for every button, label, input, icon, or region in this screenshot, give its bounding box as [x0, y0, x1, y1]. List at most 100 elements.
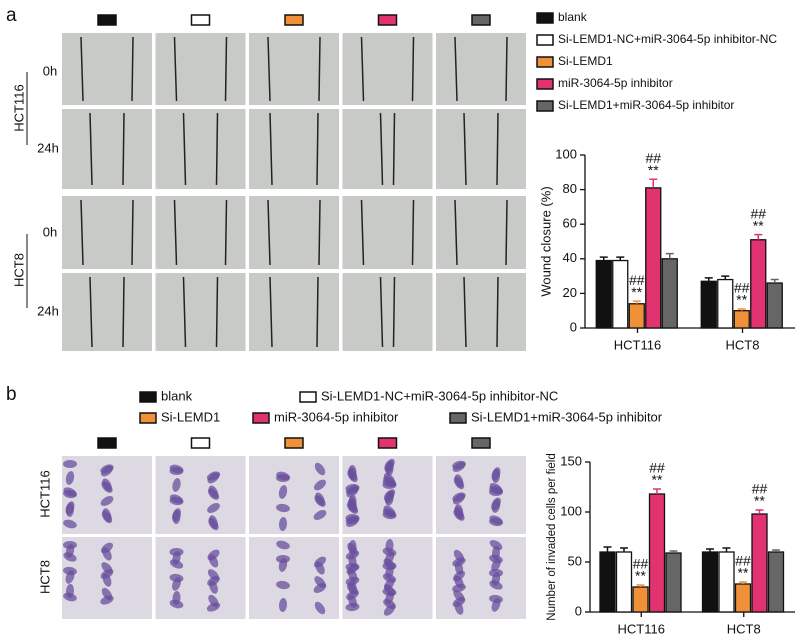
row-label: HCT116: [11, 84, 26, 131]
error-bar: [721, 275, 730, 280]
significance: ##: [629, 272, 645, 288]
cell: [65, 471, 75, 485]
error-bar: [599, 256, 608, 261]
legend-swatch: [139, 412, 157, 424]
micrograph: [62, 33, 152, 105]
cell: [452, 583, 466, 593]
wound-edge: [122, 112, 125, 186]
significance: ##: [649, 460, 665, 476]
micrograph: [436, 273, 526, 351]
wound-edge: [173, 199, 178, 266]
bar: [612, 259, 629, 329]
micrograph: [436, 456, 526, 534]
wound-edge: [173, 36, 178, 102]
legend-label: Si-LEMD1: [558, 54, 613, 68]
legend-swatch: [252, 412, 270, 424]
x-tick-label: HCT8: [727, 621, 761, 635]
significance: ##: [645, 150, 661, 166]
cell: [209, 515, 218, 529]
x-tick-label: HCT8: [726, 337, 760, 352]
cell: [63, 487, 77, 497]
bar: [734, 583, 752, 613]
cell: [209, 580, 218, 594]
wound-edge: [269, 276, 273, 348]
micrograph: [342, 273, 433, 351]
cell: [102, 573, 112, 587]
wound-edge: [316, 112, 319, 186]
legend-label: Si-LEMD1+miR-3064-5p inhibitor: [558, 98, 734, 112]
bar: [700, 280, 717, 329]
significance: **: [753, 217, 764, 233]
micrograph: [155, 273, 246, 351]
legend-swatch: [299, 391, 317, 403]
wound-edge: [463, 276, 467, 348]
micrograph: [436, 109, 526, 189]
cell: [314, 479, 326, 491]
row-label: HCT116: [37, 470, 52, 517]
cell: [348, 580, 357, 594]
cell: [63, 592, 77, 602]
wound-edge: [318, 199, 321, 266]
cell: [65, 570, 75, 584]
wound-edge: [496, 112, 499, 186]
micrograph: [249, 537, 339, 619]
cell: [315, 561, 325, 575]
cell: [314, 601, 326, 615]
y-tick-label: 50: [568, 553, 582, 568]
cell: [348, 465, 357, 479]
cell: [207, 503, 220, 513]
wound-edge: [224, 36, 228, 102]
swatch: [97, 437, 117, 449]
bar: [701, 551, 719, 613]
error-bar: [770, 278, 779, 284]
error-bar: [754, 233, 763, 240]
cell: [208, 554, 219, 568]
error-bar: [603, 546, 612, 552]
wound-edge: [496, 276, 499, 348]
legend-swatch: [536, 78, 554, 90]
micrograph: [342, 33, 433, 105]
error-bar: [653, 488, 661, 494]
error-bar: [665, 252, 674, 259]
legend-label: miR-3064-5p inhibitor: [274, 409, 399, 424]
swatch: [190, 14, 211, 26]
cell: [102, 547, 112, 561]
wound-edge: [182, 112, 187, 186]
y-axis-label: Wound closure (%): [538, 186, 553, 296]
y-axis-label: Number of invaded cells per field: [546, 453, 558, 620]
cell: [313, 510, 327, 520]
time-label: 0h: [43, 224, 57, 239]
bar: [615, 551, 633, 613]
row-label: HCT8: [11, 253, 26, 287]
bar: [632, 586, 649, 613]
significance: ##: [750, 205, 766, 221]
bar: [645, 187, 662, 329]
cell: [348, 495, 357, 509]
micrograph: [436, 196, 526, 269]
error-bar: [755, 509, 764, 514]
micrograph: [436, 33, 526, 105]
wound-edge: [122, 276, 125, 348]
significance: **: [736, 292, 747, 308]
wound-edge: [505, 36, 508, 102]
cell: [172, 577, 181, 591]
bar: [665, 552, 682, 613]
wound-edge: [267, 199, 271, 266]
cell: [454, 601, 464, 615]
wound-edge: [80, 199, 84, 266]
micrograph: [249, 456, 339, 534]
cell: [314, 462, 326, 476]
wound-edge: [463, 112, 467, 186]
legend-label: Si-LEMD1-NC+miR-3064-5p inhibitor-NC: [321, 388, 558, 403]
wound-edge: [89, 276, 93, 348]
cell: [276, 471, 290, 481]
cell: [345, 562, 360, 572]
bar: [717, 278, 734, 329]
bar: [766, 282, 783, 329]
error-bar: [620, 547, 628, 552]
cell: [63, 460, 77, 468]
cell: [208, 485, 219, 499]
cell: [491, 598, 501, 612]
cell: [454, 561, 464, 575]
bar: [733, 310, 750, 329]
